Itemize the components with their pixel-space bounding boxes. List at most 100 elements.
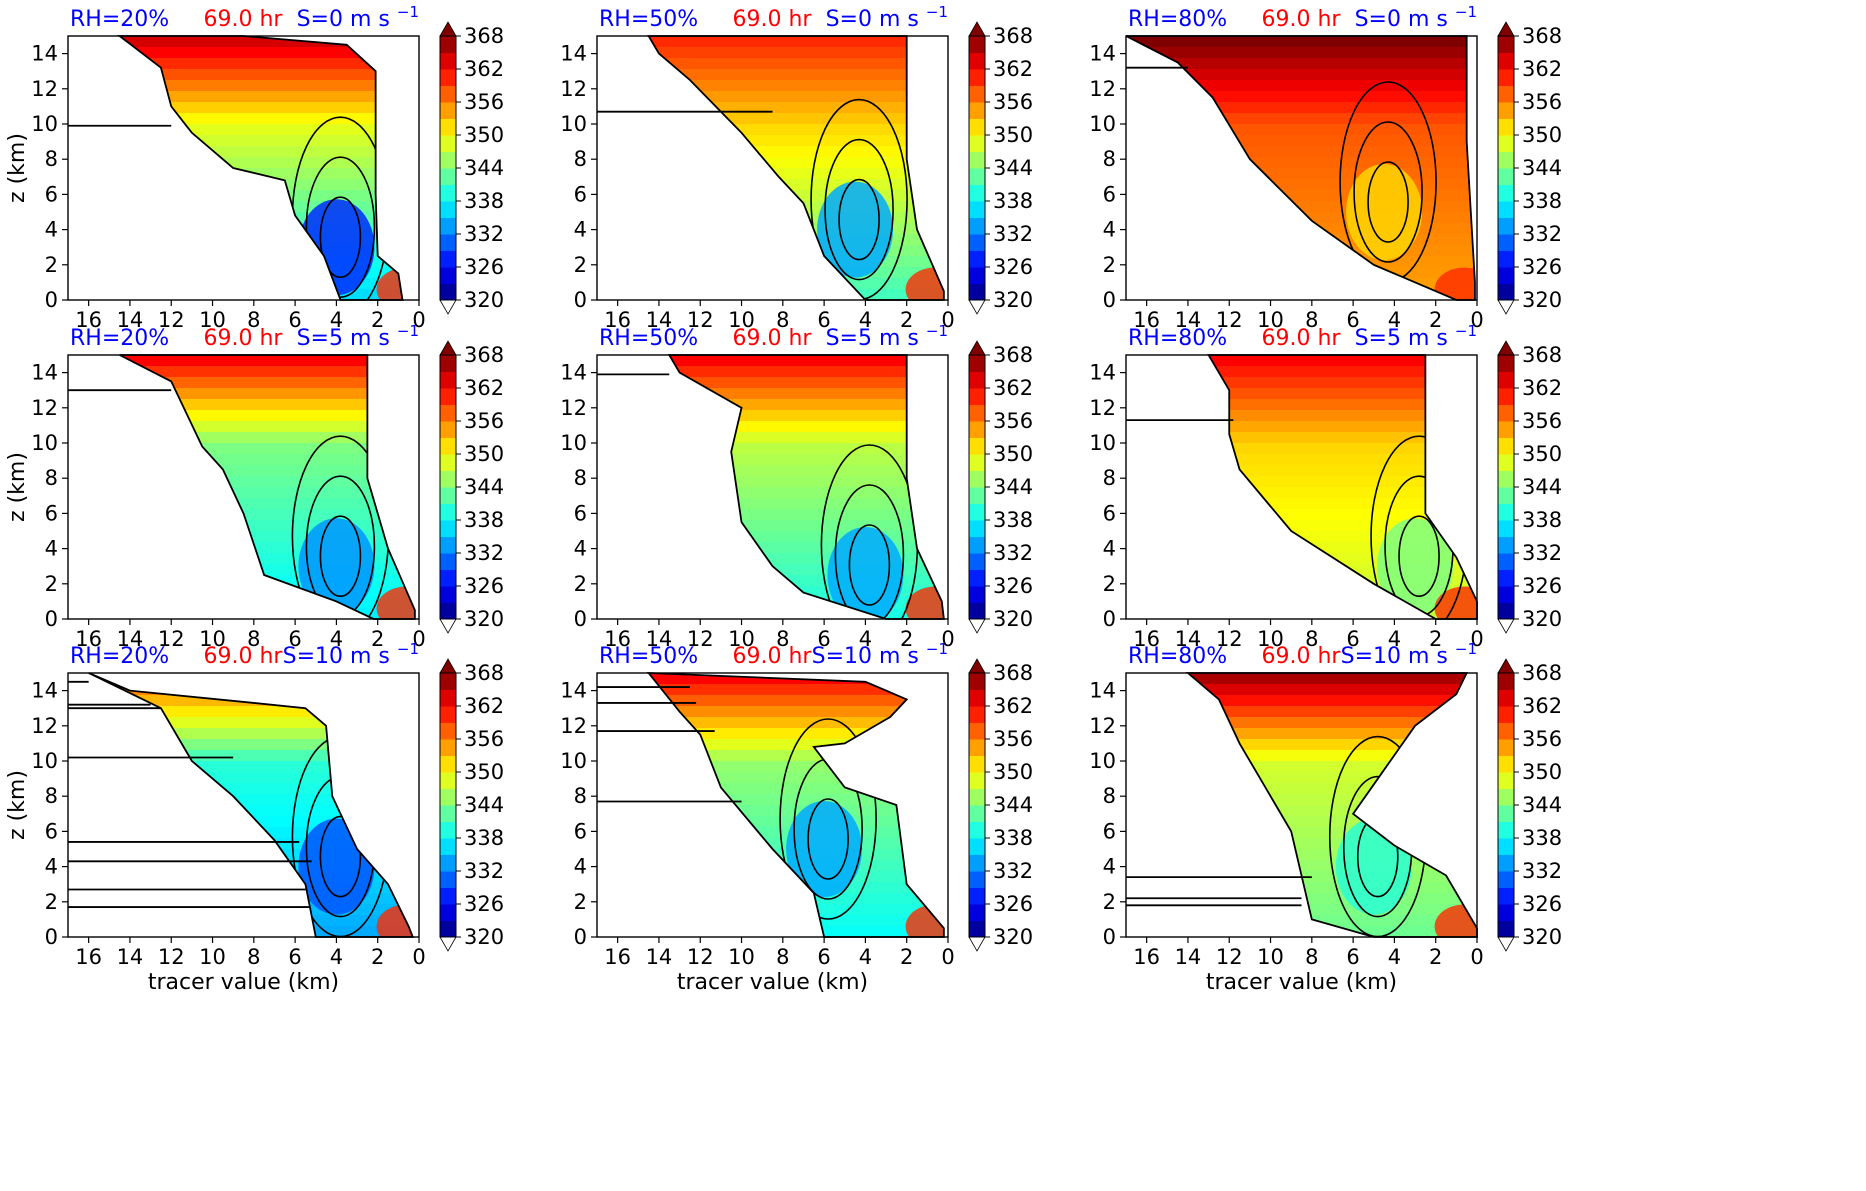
x-tick-label: 14 [646,308,673,332]
colorbar-tick-label: 338 [464,826,504,850]
field-band [1208,443,1477,455]
x-tick-label: 0 [941,308,954,332]
x-tick-label: 0 [1470,308,1483,332]
y-tick-label: 14 [31,42,58,66]
field-band [88,904,413,916]
colorbar-segment [969,722,985,740]
x-tick-label: 12 [1216,627,1243,651]
x-tick-label: 4 [1388,627,1401,651]
x-tick-label: 2 [1429,627,1442,651]
field-band [648,223,944,235]
y-tick-label: 0 [574,288,587,312]
field-band [119,102,403,114]
colorbar-tick-label: 356 [464,90,504,114]
y-tick-label: 4 [1103,218,1116,242]
x-tick-label: 6 [1346,308,1359,332]
colorbar-segment [1498,118,1514,136]
y-tick-label: 12 [560,714,587,738]
colorbar-segment [1498,36,1514,53]
y-tick-label: 2 [1103,890,1116,914]
panel-2-1: 16 14 12 10 8 6 4 2 0 0 2 4 6 8 10 12 14 z (km) RH=20% 69.0… [5,322,504,651]
colorbar-tick-label: 362 [993,376,1033,400]
contour-inner [848,524,891,606]
x-tick-label: 6 [817,308,830,332]
field-band [1126,58,1475,70]
colorbar-segment [440,772,456,789]
colorbar-tick-label: 356 [1522,409,1562,433]
title-time: 69.0 hr [204,326,284,351]
colorbar-tick-label: 326 [993,574,1033,598]
x-tick-label: 2 [900,627,913,651]
colorbar-segment [440,838,456,855]
contour-inner [807,798,849,880]
colorbar-segment [440,36,456,53]
y-tick-label: 14 [1089,361,1116,385]
field-surface [1434,267,1475,300]
colorbar-tick-label: 356 [1522,90,1562,114]
x-tick-label: 0 [412,308,425,332]
x-tick-label: 0 [1470,627,1483,651]
field-band [1126,135,1475,147]
colorbar-tick-label: 350 [1522,442,1562,466]
colorbar-extend-min [1497,936,1515,952]
y-tick-label: 8 [1103,466,1116,490]
y-tick-label: 10 [560,749,587,773]
field-band [669,355,944,367]
colorbar-tick-label: 368 [993,24,1033,48]
x-tick-label: 6 [817,627,830,651]
y-axis-label: z (km) [5,770,30,840]
colorbar-segment [969,536,985,554]
title-rh: RH=20% [70,326,169,351]
colorbar-extend-max [439,658,457,674]
x-tick-label: 14 [1175,945,1202,969]
y-axis-label: z (km) [5,133,30,203]
field-band [88,750,413,762]
colorbar-segment [1498,503,1514,521]
colorbar-segment [969,920,985,938]
x-tick-label: 10 [728,308,755,332]
y-tick-label: 0 [574,925,587,949]
title-time: 69.0 hr [204,7,284,32]
title-shear-exponent: −1 [1455,640,1477,658]
colorbar-tick-label: 326 [464,255,504,279]
colorbar-segment [969,201,985,218]
field-band [119,201,403,213]
field-core [298,518,375,615]
x-tick-label: 16 [75,945,102,969]
colorbar-segment [440,553,456,570]
field-band [1187,827,1477,839]
field-band [119,157,403,169]
colorbar-extend-max [439,21,457,37]
y-tick-label: 12 [31,396,58,420]
colorbar-segment [1498,772,1514,789]
colorbar-segment [969,404,985,422]
colorbar-extend-min [1497,299,1515,315]
colorbar-tick-label: 326 [1522,255,1562,279]
colorbar-segment [440,168,456,185]
colorbar-segment [440,118,456,136]
colorbar-tick-label: 338 [993,189,1033,213]
colorbar-segment [969,102,985,119]
colorbar-segment [969,871,985,888]
title-time: 69.0 hr [204,644,284,669]
x-tick-label: 8 [1305,945,1318,969]
colorbar-segment [1498,371,1514,389]
colorbar-tick-label: 368 [993,343,1033,367]
field-band [648,113,944,125]
colorbar-segment [1498,283,1514,301]
colorbar-segment [969,454,985,471]
colorbar-tick-label: 326 [1522,574,1562,598]
contour-inner [834,484,905,619]
y-tick-label: 6 [574,501,587,525]
panel-2-3: 16 14 12 10 8 6 4 2 0 0 2 4 6 8 10 12 14 RH=80% 69.0 hr S=5… [1089,322,1562,651]
colorbar-segment [440,388,456,405]
field-band [1126,190,1475,202]
x-tick-label: 14 [1175,627,1202,651]
x-tick-label: 12 [1216,945,1243,969]
colorbar-segment [1498,250,1514,268]
y-tick-label: 8 [1103,784,1116,808]
x-tick-label: 10 [728,627,755,651]
colorbar-extend-min [968,936,986,952]
field-band [669,432,944,444]
